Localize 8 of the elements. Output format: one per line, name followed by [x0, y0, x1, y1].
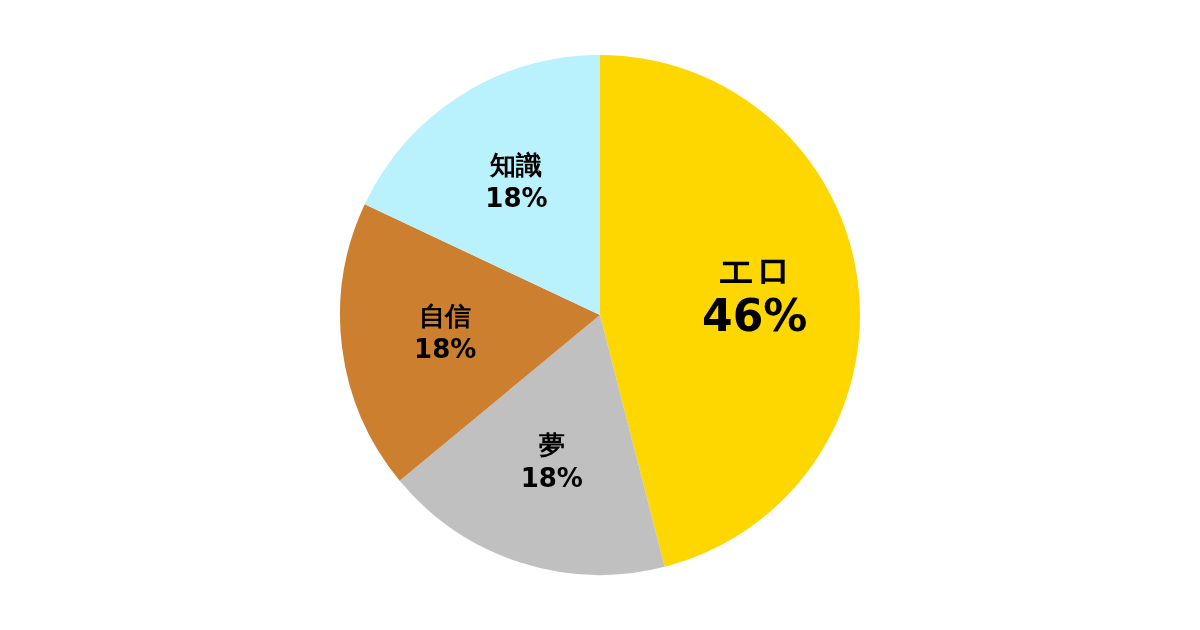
slice-label: 自信 — [419, 301, 472, 332]
slice-label: 知識 — [489, 150, 543, 181]
data-label: 18% — [485, 183, 548, 214]
data-label: 18% — [414, 334, 477, 365]
data-label: 46% — [702, 289, 808, 341]
slice-label: 夢 — [538, 430, 565, 461]
slice-label: エロ — [717, 249, 792, 291]
data-label: 18% — [520, 463, 583, 494]
